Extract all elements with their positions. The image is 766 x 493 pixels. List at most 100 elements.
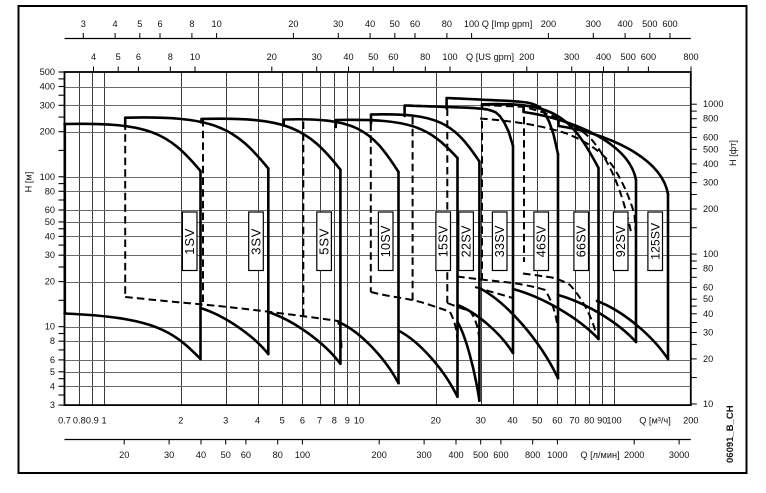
svg-text:46SV: 46SV (535, 225, 549, 257)
svg-text:500: 500 (703, 144, 718, 154)
svg-text:33SV: 33SV (493, 225, 507, 257)
svg-text:4: 4 (50, 381, 55, 391)
svg-text:80: 80 (420, 52, 430, 62)
svg-text:400: 400 (596, 52, 611, 62)
svg-text:20: 20 (45, 277, 55, 287)
svg-text:80: 80 (442, 19, 452, 29)
svg-text:60: 60 (45, 205, 55, 215)
svg-text:30: 30 (703, 328, 713, 338)
svg-text:Q [Imp gpm]: Q [Imp gpm] (482, 19, 533, 29)
svg-text:60: 60 (241, 450, 251, 460)
svg-text:60: 60 (410, 19, 420, 29)
svg-text:H [фт]: H [фт] (728, 140, 738, 166)
svg-text:5: 5 (280, 416, 285, 426)
svg-text:40: 40 (365, 19, 375, 29)
svg-text:10: 10 (703, 399, 713, 409)
svg-text:2: 2 (178, 416, 183, 426)
svg-text:600: 600 (703, 133, 718, 143)
svg-text:20: 20 (267, 52, 277, 62)
svg-text:40: 40 (703, 309, 713, 319)
svg-text:70: 70 (569, 416, 579, 426)
svg-text:5: 5 (50, 367, 55, 377)
svg-text:2000: 2000 (624, 450, 644, 460)
svg-text:4: 4 (91, 52, 96, 62)
svg-text:Q [м³/ч]: Q [м³/ч] (639, 416, 671, 426)
svg-text:06091_B_CH: 06091_B_CH (725, 405, 736, 463)
svg-text:90: 90 (597, 416, 607, 426)
svg-text:80: 80 (273, 450, 283, 460)
svg-text:400: 400 (448, 450, 463, 460)
svg-text:800: 800 (683, 52, 698, 62)
svg-text:200: 200 (40, 127, 55, 137)
svg-text:50: 50 (221, 450, 231, 460)
svg-text:30: 30 (312, 52, 322, 62)
svg-text:8: 8 (189, 19, 194, 29)
svg-text:92SV: 92SV (614, 225, 628, 257)
svg-text:10: 10 (211, 19, 221, 29)
svg-text:0.9: 0.9 (86, 416, 99, 426)
svg-text:200: 200 (683, 416, 698, 426)
svg-text:5SV: 5SV (317, 228, 332, 255)
svg-text:500: 500 (642, 19, 657, 29)
svg-text:800: 800 (703, 114, 718, 124)
svg-text:20: 20 (288, 19, 298, 29)
svg-text:10: 10 (354, 416, 364, 426)
svg-text:600: 600 (493, 450, 508, 460)
svg-text:500: 500 (473, 450, 488, 460)
svg-text:100: 100 (464, 19, 479, 29)
svg-text:10: 10 (45, 322, 55, 332)
svg-text:5: 5 (137, 19, 142, 29)
svg-text:3: 3 (50, 400, 55, 410)
svg-text:60: 60 (552, 416, 562, 426)
svg-text:Q [US gpm]: Q [US gpm] (466, 52, 514, 62)
svg-text:50: 50 (390, 19, 400, 29)
svg-text:Q [л/мин]: Q [л/мин] (580, 450, 619, 460)
svg-text:60: 60 (388, 52, 398, 62)
svg-text:200: 200 (703, 204, 718, 214)
svg-text:22SV: 22SV (460, 225, 474, 257)
svg-text:100: 100 (295, 450, 310, 460)
svg-text:300: 300 (586, 19, 601, 29)
svg-text:8: 8 (168, 52, 173, 62)
svg-text:500: 500 (40, 67, 55, 77)
svg-text:40: 40 (343, 52, 353, 62)
svg-text:1: 1 (101, 416, 106, 426)
svg-text:600: 600 (641, 52, 656, 62)
svg-text:4: 4 (113, 19, 118, 29)
svg-text:400: 400 (40, 82, 55, 92)
svg-text:50: 50 (532, 416, 542, 426)
svg-text:1000: 1000 (703, 99, 723, 109)
svg-text:80: 80 (45, 186, 55, 196)
svg-text:10SV: 10SV (379, 225, 393, 257)
svg-text:40: 40 (196, 450, 206, 460)
svg-text:50: 50 (368, 52, 378, 62)
svg-text:1SV: 1SV (182, 228, 197, 255)
svg-text:100: 100 (606, 416, 621, 426)
svg-text:30: 30 (333, 19, 343, 29)
svg-text:0.8: 0.8 (73, 416, 86, 426)
svg-text:200: 200 (372, 450, 387, 460)
svg-text:60: 60 (703, 282, 713, 292)
svg-text:400: 400 (617, 19, 632, 29)
svg-text:H [м]: H [м] (24, 172, 34, 193)
svg-text:6: 6 (157, 19, 162, 29)
svg-text:125SV: 125SV (649, 223, 663, 260)
svg-text:0.7: 0.7 (58, 416, 71, 426)
svg-text:400: 400 (703, 159, 718, 169)
svg-text:6: 6 (300, 416, 305, 426)
svg-text:20: 20 (431, 416, 441, 426)
svg-text:3: 3 (81, 19, 86, 29)
svg-text:100: 100 (703, 249, 718, 259)
svg-text:7: 7 (317, 416, 322, 426)
svg-text:5: 5 (116, 52, 121, 62)
svg-text:3: 3 (223, 416, 228, 426)
svg-text:80: 80 (703, 264, 713, 274)
svg-text:1000: 1000 (547, 450, 567, 460)
svg-text:500: 500 (621, 52, 636, 62)
svg-text:6: 6 (50, 355, 55, 365)
svg-text:100: 100 (40, 172, 55, 182)
svg-text:8: 8 (332, 416, 337, 426)
svg-text:100: 100 (442, 52, 457, 62)
svg-text:300: 300 (40, 100, 55, 110)
svg-text:300: 300 (416, 450, 431, 460)
